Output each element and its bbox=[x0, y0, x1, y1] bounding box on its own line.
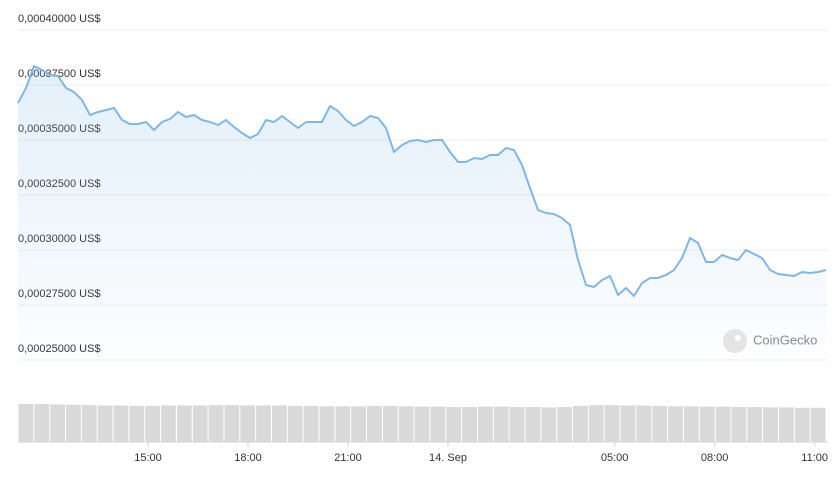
volume-bar bbox=[493, 406, 509, 442]
x-tick-label: 21:00 bbox=[334, 452, 362, 464]
volume-bar bbox=[319, 406, 335, 442]
volume-bar bbox=[763, 407, 778, 442]
volume-bar bbox=[256, 405, 271, 442]
volume-bar bbox=[715, 406, 731, 442]
watermark-icon-eye bbox=[735, 335, 741, 341]
volume-bar bbox=[573, 405, 588, 442]
price-line bbox=[17, 64, 827, 297]
volume-bar bbox=[287, 405, 303, 442]
volume-bar bbox=[778, 407, 794, 442]
x-tick-label: 18:00 bbox=[234, 452, 262, 464]
volume-bar bbox=[509, 407, 525, 442]
area bbox=[18, 65, 826, 361]
volume-bar bbox=[604, 405, 620, 442]
volume-bar bbox=[18, 404, 34, 442]
volume-bar bbox=[50, 404, 66, 442]
volume-bar bbox=[620, 405, 636, 442]
volume-bar bbox=[208, 405, 224, 442]
volume-bar bbox=[97, 405, 113, 442]
volume-bar bbox=[129, 405, 145, 442]
volume-bar bbox=[683, 406, 699, 442]
volume-bar bbox=[367, 405, 382, 442]
volume-bar bbox=[224, 405, 240, 442]
x-tick-label: 15:00 bbox=[134, 452, 162, 464]
volume-bar bbox=[382, 405, 398, 442]
volume-bar bbox=[66, 404, 81, 442]
volume-bar bbox=[414, 406, 430, 442]
volume-bar bbox=[810, 407, 826, 442]
volume-bar bbox=[240, 405, 256, 442]
x-tick-label: 14. Sep bbox=[429, 452, 467, 464]
volume-bar bbox=[588, 405, 604, 442]
x-tick-label: 11:00 bbox=[801, 452, 828, 464]
volume-bar bbox=[145, 405, 161, 442]
volume-bar bbox=[335, 406, 351, 442]
volume-bar bbox=[747, 407, 763, 442]
volume-bar bbox=[398, 406, 414, 442]
x-tick-label: 08:00 bbox=[701, 452, 729, 464]
volume-bar bbox=[34, 404, 50, 442]
volume-bar bbox=[794, 407, 810, 442]
volume-bar bbox=[668, 406, 683, 442]
volume-bar bbox=[525, 407, 541, 442]
volume-bar bbox=[477, 406, 493, 442]
volume-bar bbox=[699, 406, 715, 442]
volume-bar bbox=[271, 405, 287, 442]
volume-bar bbox=[303, 405, 319, 442]
volume-bar bbox=[446, 407, 462, 442]
x-tick-label: 05:00 bbox=[601, 452, 629, 464]
y-tick-label: 0,00040000 US$ bbox=[18, 13, 101, 25]
volume-bar bbox=[113, 405, 129, 442]
volume-bar bbox=[192, 405, 208, 442]
volume-bar bbox=[81, 405, 97, 442]
watermark-text: CoinGecko bbox=[753, 332, 817, 347]
volume-bar bbox=[462, 407, 477, 442]
volume-bar bbox=[731, 407, 747, 442]
volume-bar bbox=[176, 405, 192, 442]
volume-bar bbox=[636, 405, 652, 442]
volume-bar bbox=[557, 407, 573, 442]
watermark-icon bbox=[723, 329, 747, 353]
volume-bar bbox=[652, 405, 668, 442]
volume-bar bbox=[161, 405, 176, 442]
volume-bar bbox=[430, 406, 446, 442]
watermark: CoinGecko bbox=[723, 329, 817, 353]
volume-bar bbox=[541, 407, 557, 442]
volume-bar bbox=[351, 406, 367, 442]
